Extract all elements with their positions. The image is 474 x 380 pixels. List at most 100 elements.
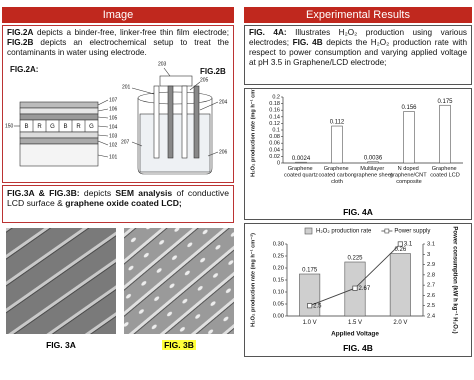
bar [295, 161, 307, 164]
ref-label: 205 [200, 77, 209, 83]
legend-label: Power supply [394, 229, 430, 235]
x-tick-label: Graphene coated carbon cloth [318, 166, 355, 185]
bold-text: FIG.3A & FIG.3B: [7, 188, 80, 198]
figure-caption: FIG. 3B [124, 340, 234, 350]
ref-label: 206 [219, 149, 228, 155]
cap [159, 75, 193, 87]
y-tick-label: 0.2 [272, 94, 280, 100]
legend-label: H₂O₂ production rate [316, 229, 372, 235]
y2-tick-label: 2.4 [427, 314, 436, 320]
y-tick-label: 0.15 [273, 278, 284, 284]
layer [19, 107, 99, 115]
y-tick-label: 0.30 [273, 242, 284, 248]
diagram-2b: FIG.2B 201 203 205 204 207 206 [121, 61, 228, 175]
y2-tick-label: 2.9 [427, 262, 435, 268]
bold-text: SEM analysis [115, 188, 173, 198]
y-tick-label: 0.14 [269, 114, 280, 120]
y-tick-label: 0.1 [272, 127, 280, 133]
legend-swatch [384, 228, 390, 234]
electrode [153, 85, 160, 159]
intro-text: FIG.2A depicts a binder-free, linker-fre… [3, 26, 233, 60]
sem-image-3b [124, 228, 234, 334]
y-axis-label: H₂O₂ production rate (mg h⁻¹ cm⁻²) [249, 89, 256, 177]
x-tick-label: Graphene coated quartz [284, 166, 318, 179]
x-tick-label: Multilayer graphene sheet [354, 166, 393, 179]
sem-images [6, 228, 234, 334]
figure-caption: FIG. 4B [343, 343, 373, 353]
ref-label: 204 [219, 99, 228, 105]
y2-axis-label: Power consumption (kW h kg⁻¹ H₂O₂) [451, 226, 458, 333]
bar [403, 111, 415, 164]
ref-label: 150 [5, 123, 14, 129]
highlighted-caption: FIG. 3B [162, 340, 196, 350]
value-label: 0.175 [302, 268, 318, 274]
bold-text: FIG. 4A: [249, 28, 287, 37]
figure-label: FIG.2B [200, 67, 226, 76]
layer [19, 101, 99, 109]
y-axis-label: H₂O₂ production rate (mg h⁻¹ cm⁻²) [249, 233, 256, 327]
y-tick-label: 0.06 [269, 141, 280, 147]
value-label: 0.0036 [364, 155, 383, 161]
chart-4a: 00.020.040.060.080.10.120.140.160.180.2 H… [249, 89, 463, 186]
point [352, 285, 358, 291]
y-tick-label: 0.25 [273, 254, 284, 260]
figure-caption: FIG. 4A [343, 207, 373, 217]
chart-frame [244, 88, 472, 220]
ref-label: 104 [109, 124, 118, 130]
y2-tick-label: 3 [427, 252, 430, 258]
sem-image-3a [6, 228, 116, 334]
figure-caption: FIG. 3A [46, 340, 76, 350]
figure-label: FIG.2A: [10, 65, 38, 74]
y-tick-label: 0.05 [273, 302, 284, 308]
value-label: 0.225 [347, 256, 363, 262]
x-tick-label: 1.0 V [303, 320, 317, 326]
layer [19, 131, 99, 139]
text: depicts [79, 188, 116, 198]
text: Illustrates H₂O₂ production using variou… [249, 28, 468, 47]
y-tick-label: 0.00 [273, 314, 284, 320]
y-tick-label: 0 [277, 160, 280, 166]
leader-lines [131, 67, 219, 157]
panel-header: Image [2, 7, 234, 23]
value-label: 0.26 [394, 247, 406, 253]
chart-4b: 0.00 0.05 0.10 0.15 0.20 0.25 0.30 2.4 2.5 2.6 2.7… [249, 226, 458, 338]
value-label: 0.175 [437, 99, 453, 105]
ref-label: 207 [121, 139, 130, 145]
value-label: 0.0024 [292, 156, 311, 162]
intro-text: FIG. 4A: Illustrates H₂O₂ production usi… [244, 25, 472, 85]
y2-tick-label: 3.1 [427, 242, 435, 248]
ref-label: 107 [109, 97, 118, 103]
panel-header: Experimental Results [244, 7, 472, 23]
y-tick-label: 0.10 [273, 290, 284, 296]
text: depicts a binder-free, linker-free thin … [33, 28, 229, 37]
bar [439, 104, 451, 164]
bar [389, 253, 411, 317]
y2-tick-label: 2.5 [427, 303, 435, 309]
ref-label: 203 [158, 61, 167, 67]
bar [367, 161, 379, 164]
x-tick-label: 1.5 V [348, 320, 362, 326]
electrode [181, 85, 188, 159]
value-label: 2.67 [359, 286, 371, 292]
ref-label: 201 [122, 84, 131, 90]
cell-label: B [63, 124, 67, 130]
y-tick-label: 0.04 [269, 147, 280, 153]
y-tick-label: 0.12 [269, 121, 280, 127]
cell-label: G [89, 124, 94, 130]
layer [19, 137, 99, 145]
bold-text: graphene oxide coated LCD; [65, 198, 182, 208]
ref-label: 101 [109, 154, 118, 160]
ref-label: 103 [109, 133, 118, 139]
y-tick-label: 0.02 [269, 154, 280, 160]
ref-label: 105 [109, 115, 118, 121]
ref-label: 102 [109, 142, 118, 148]
diagram-2a: FIG.2A: B R G B R G 107 106 105 104 103 … [5, 65, 118, 167]
value-label: 0.112 [330, 120, 345, 126]
x-axis-label: Applied Voltage [331, 331, 379, 338]
y2-tick-label: 2.7 [427, 283, 435, 289]
y2-tick-label: 2.8 [427, 272, 435, 278]
sem-text: FIG.3A & FIG.3B: depicts SEM analysis of… [2, 185, 234, 223]
cell-label: R [37, 124, 42, 130]
electrode [167, 85, 174, 159]
